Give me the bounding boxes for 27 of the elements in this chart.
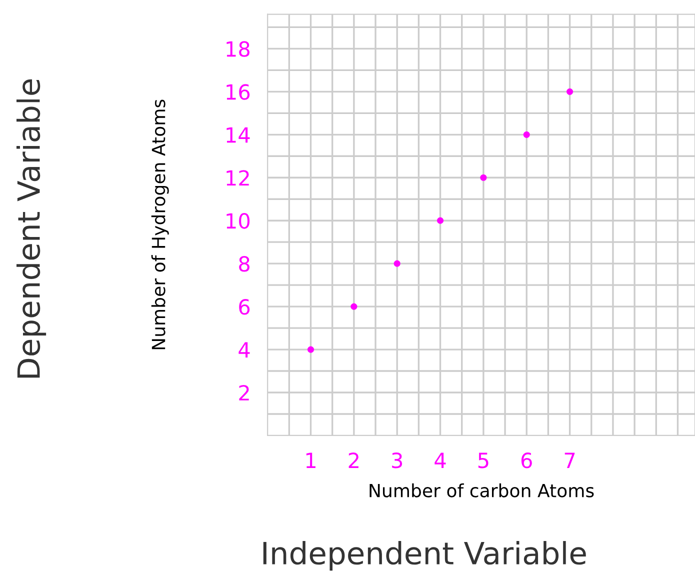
x-tick-label: 4 bbox=[434, 452, 446, 468]
point bbox=[523, 131, 530, 138]
y-tick-label: 10 bbox=[226, 213, 250, 229]
text: Independent Variable bbox=[263, 541, 586, 571]
x-tick-label: 3 bbox=[392, 452, 402, 468]
point bbox=[350, 303, 358, 310]
x-axis-title: Number of carbon Atoms bbox=[370, 483, 594, 498]
y-tick-label: 4 bbox=[238, 342, 250, 358]
y-tick-label: 8 bbox=[239, 256, 250, 272]
x-tick-label: 2 bbox=[348, 452, 358, 468]
y-tick-label: 14 bbox=[226, 127, 250, 143]
x-tick-label: 1 bbox=[306, 452, 316, 468]
x-tick-label: 7 bbox=[564, 452, 575, 468]
y-tick-label: 12 bbox=[226, 170, 249, 186]
y-tick-label: 16 bbox=[226, 84, 250, 100]
point bbox=[480, 174, 487, 181]
y-tick-label: 2 bbox=[239, 384, 249, 400]
point bbox=[307, 346, 314, 353]
y-tick-label: 18 bbox=[226, 41, 250, 57]
point bbox=[394, 260, 400, 267]
point bbox=[436, 217, 444, 224]
text: Dependent Variable bbox=[16, 79, 46, 378]
point bbox=[566, 88, 574, 95]
x-tick-label: 6 bbox=[521, 452, 532, 468]
x-tick-label: 5 bbox=[478, 452, 488, 468]
y-tick-label: 6 bbox=[239, 299, 250, 315]
y-axis-title: Number of Hydrogen Atoms bbox=[151, 100, 169, 350]
